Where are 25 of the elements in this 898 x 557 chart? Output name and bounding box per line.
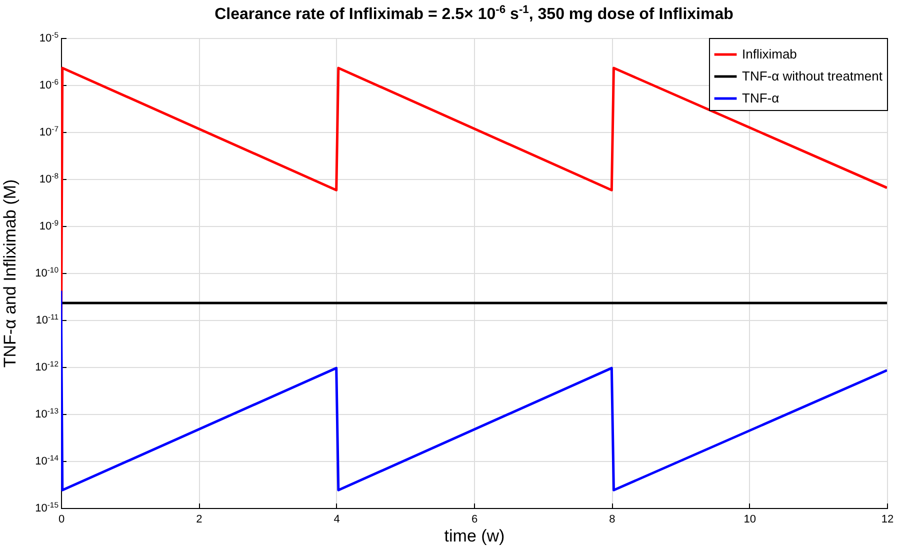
line-series — [61, 289, 887, 492]
y-tick-label: 10$^{-13}$ — [35, 406, 58, 420]
y-tick-label: 10$^{-12}$ — [35, 359, 58, 374]
y-tick-label: 10$^{-14}$ — [35, 453, 60, 468]
legend-label: Infliximab — [742, 46, 797, 62]
x-tick-label: 8 — [609, 514, 616, 526]
y-axis-title: TNF-α and Infliximab (M) — [0, 179, 20, 368]
y-tick-label: 10$^{-7}$ — [39, 124, 58, 138]
y-tick-label: 10$^{-8}$ — [39, 171, 58, 186]
x-tick-label: 6 — [471, 514, 478, 526]
x-tick-label: 4 — [334, 514, 340, 526]
x-tick-label: 10 — [744, 514, 756, 526]
y-tick-label: 10$^{-5}$ — [39, 30, 58, 44]
x-axis-title: time (w) — [444, 526, 505, 546]
y-tick-label: 10$^{-9}$ — [39, 218, 58, 232]
y-tick-label: 10$^{-11}$ — [36, 312, 58, 326]
y-tick-label: 10$^{-15}$ — [35, 500, 58, 514]
y-tick-label: 10$^{-6}$ — [39, 77, 58, 92]
y-tick-label: 10$^{-10}$ — [35, 265, 58, 280]
legend-label: TNF-α — [742, 90, 780, 106]
x-tick-label: 2 — [196, 514, 202, 526]
x-tick-label: 12 — [881, 514, 894, 526]
x-tick-label: 0 — [58, 514, 65, 526]
legend-label: TNF-α without treatment — [742, 68, 883, 84]
chart-title: Clearance rate of Infliximab = 2.5× 10$^{-6}$ s$^{-1}$, 350 mg dose of Infliximab — [214, 4, 734, 23]
